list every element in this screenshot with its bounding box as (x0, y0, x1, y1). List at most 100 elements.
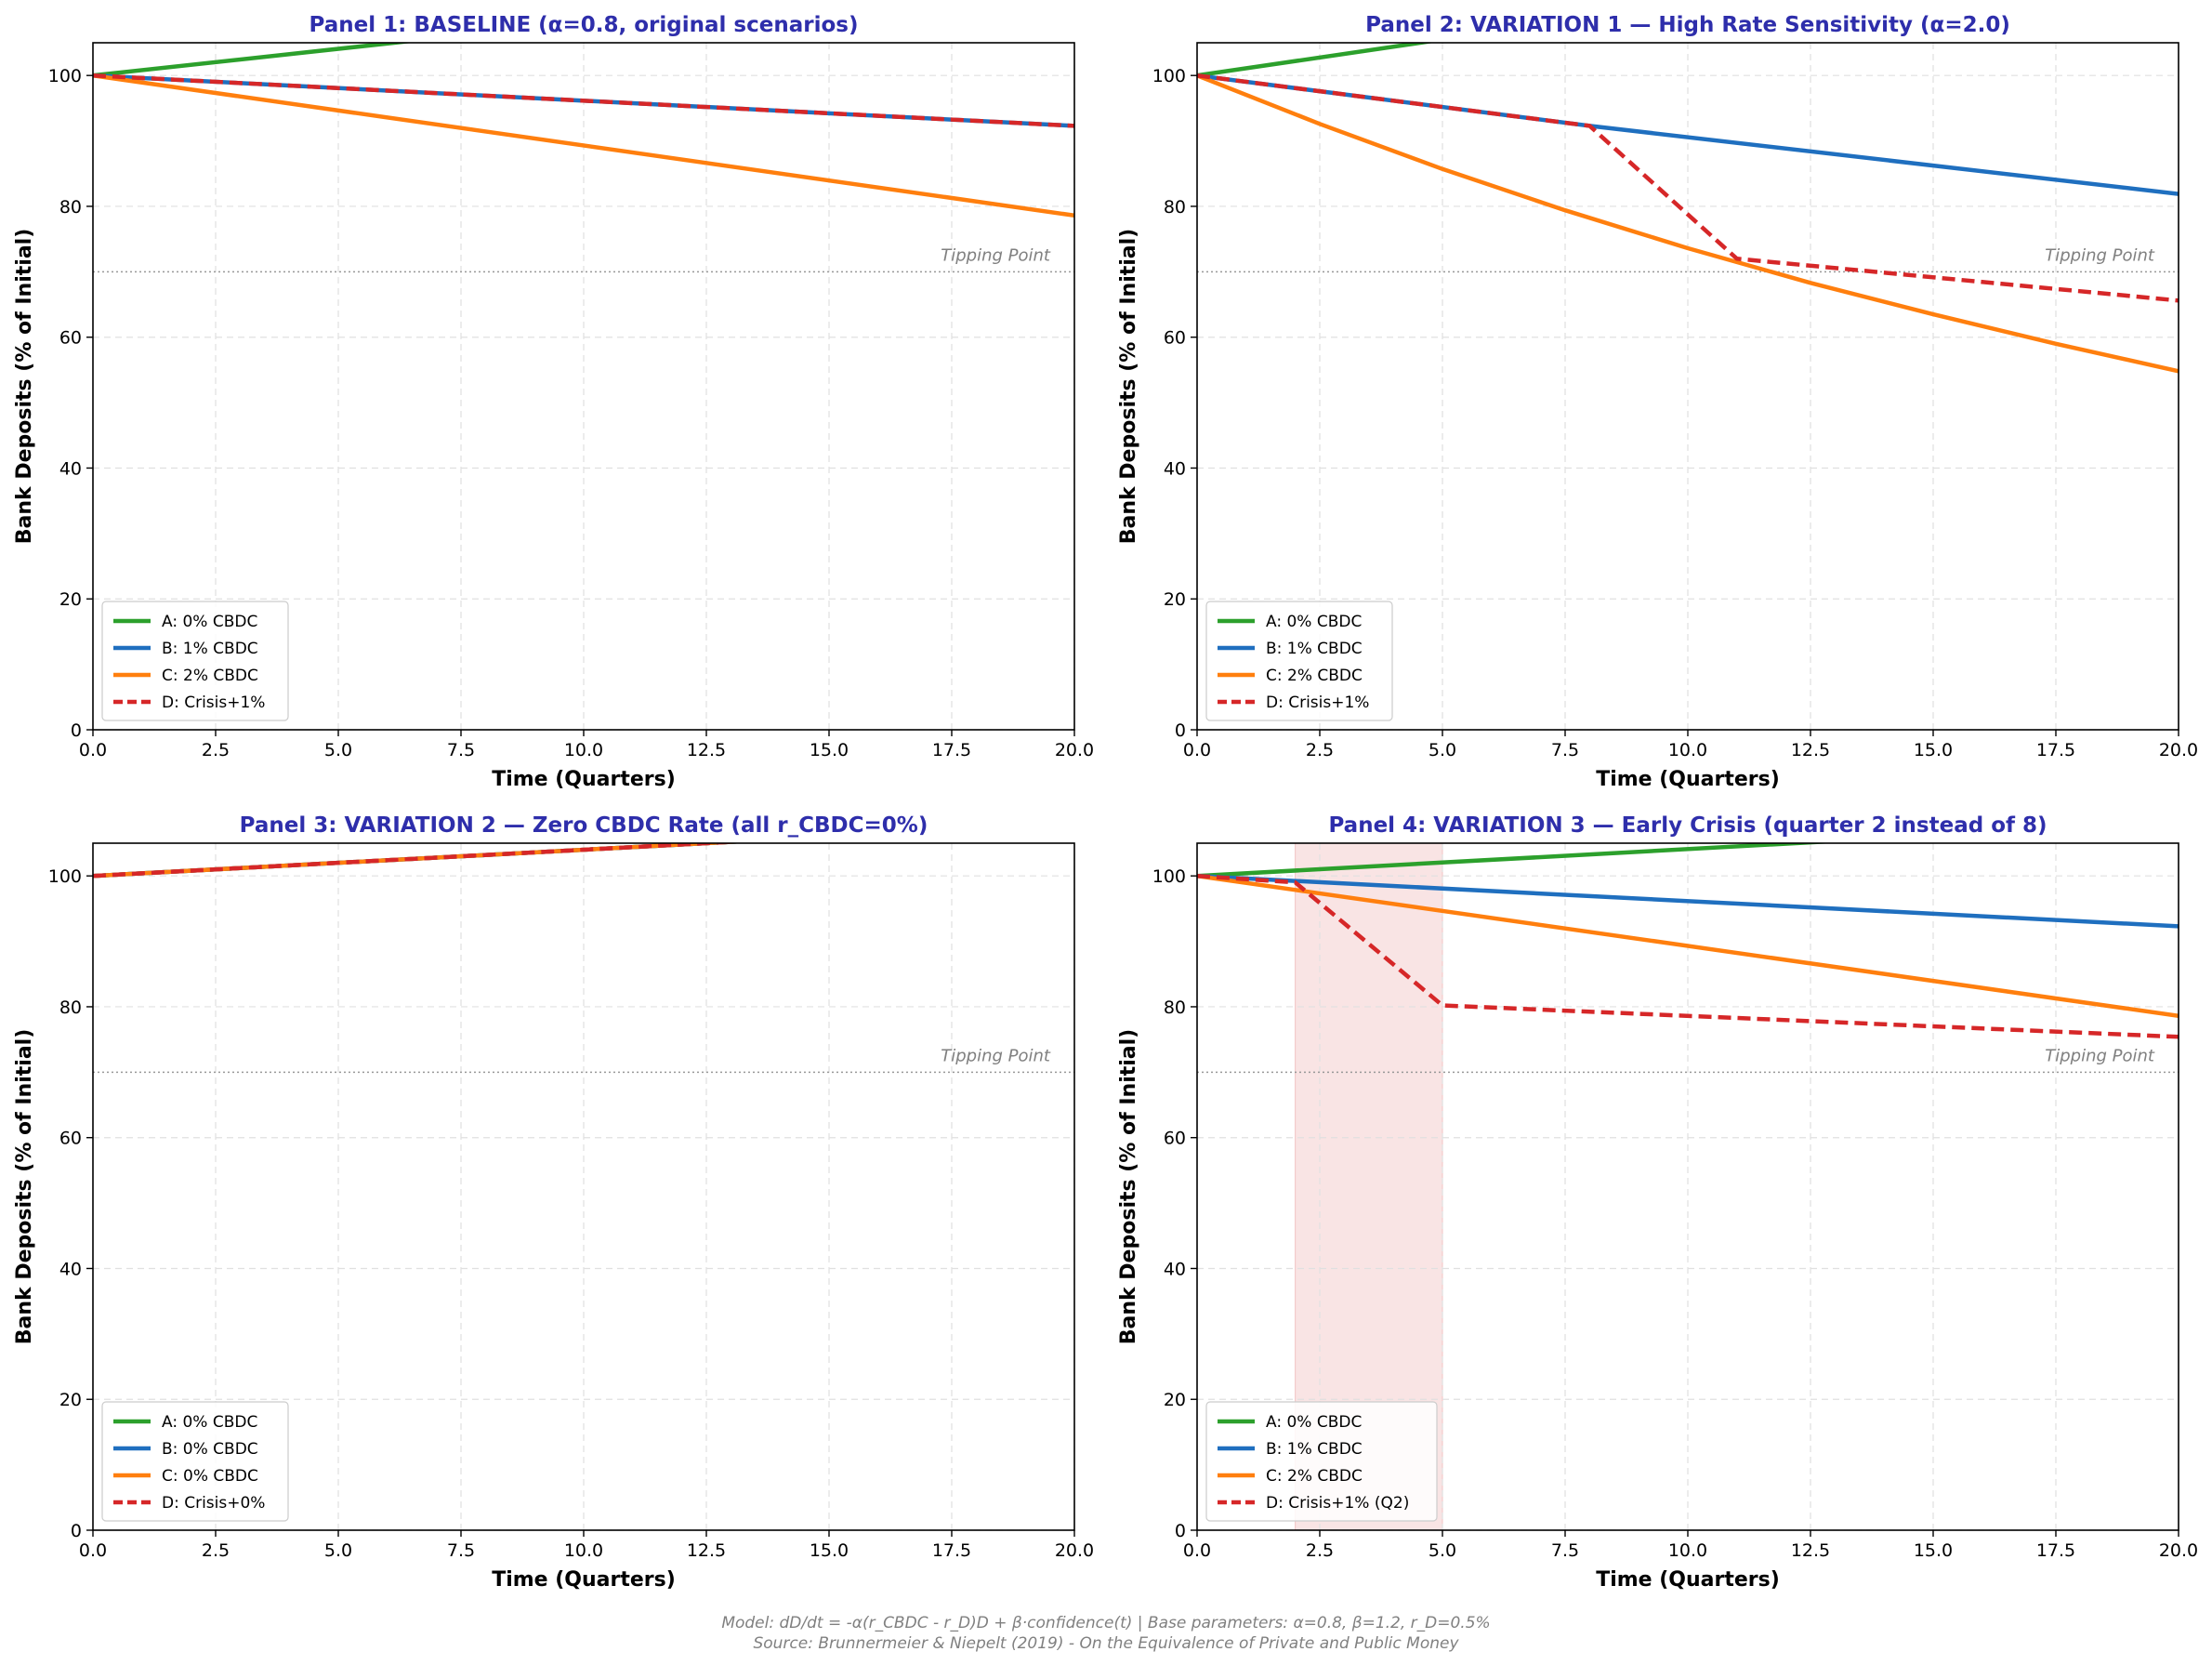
x-tick-label: 5.0 (1429, 1540, 1456, 1561)
legend-box (1205, 1401, 1438, 1522)
x-tick-label: 20.0 (2159, 740, 2198, 760)
legend-label-c: C: 2% CBDC (162, 667, 258, 685)
tipping-point-label: Tipping Point (941, 1046, 1051, 1065)
y-tick-label: 40 (1164, 1259, 1186, 1279)
footer-model-text: Model: dD/dt = -α(r_CBDC - r_D)D + β·con… (721, 1614, 1490, 1632)
y-tick-label: 20 (59, 589, 82, 610)
y-tick-label: 80 (59, 998, 82, 1018)
panel-1: Tipping Point 0.0 2.5 5.0 7.5 10.0 12.5 15.0 17.… (13, 13, 1094, 791)
x-tick-label: 7.5 (447, 740, 475, 760)
legend-label-c: C: 0% CBDC (162, 1467, 258, 1486)
x-tick-label: 15.0 (1914, 1540, 1953, 1561)
x-axis-label: Time (Quarters) (1596, 1568, 1780, 1592)
legend: A: 0% CBDC B: 1% CBDC C: 2% CBDC D: Crisis+… (1205, 601, 1393, 721)
x-tick-label: 15.0 (810, 1540, 849, 1561)
y-tick-label: 80 (1164, 998, 1186, 1018)
y-axis-label: Bank Deposits (% of Initial) (1117, 229, 1140, 545)
panel-title: Panel 1: BASELINE (α=0.8, original scena… (309, 13, 859, 37)
x-tick-label: 10.0 (564, 1540, 603, 1561)
series-line-c (93, 73, 1074, 218)
series-line-c (1197, 73, 2179, 374)
x-tick-label: 12.5 (1791, 1540, 1830, 1561)
y-tick-label: 0 (71, 1521, 82, 1541)
series-line-a (1197, 843, 1835, 879)
y-tick-label: 100 (48, 866, 82, 887)
x-tick-label: 0.0 (79, 1540, 107, 1561)
legend-label-a: A: 0% CBDC (162, 613, 257, 631)
x-tick-label: 17.5 (932, 740, 971, 760)
panel-title: Panel 2: VARIATION 1 — High Rate Sensiti… (1365, 13, 2010, 37)
panel-3: Tipping Point 0.0 2.5 5.0 7.5 10.0 12.5 15.0 17.… (13, 813, 1094, 1592)
legend-box (1205, 601, 1393, 721)
x-axis-label: Time (Quarters) (492, 768, 676, 791)
legend-label-b: B: 1% CBDC (1266, 640, 1363, 658)
series-line-a (93, 43, 414, 78)
y-tick-label: 80 (59, 197, 82, 218)
series-line-c (1197, 873, 2179, 1019)
x-tick-label: 12.5 (687, 740, 726, 760)
legend-label-a: A: 0% CBDC (1266, 613, 1362, 631)
y-tick-label: 100 (1152, 866, 1186, 887)
x-tick-label: 7.5 (1551, 1540, 1579, 1561)
x-tick-label: 2.5 (202, 1540, 230, 1561)
y-tick-label: 40 (1164, 458, 1186, 479)
x-tick-label: 0.0 (1183, 1540, 1211, 1561)
y-tick-label: 60 (1164, 1129, 1186, 1149)
y-tick-label: 20 (1164, 1390, 1186, 1410)
legend-label-a: A: 0% CBDC (1266, 1413, 1362, 1432)
y-tick-label: 0 (1175, 720, 1186, 741)
y-tick-label: 40 (59, 1259, 82, 1279)
y-tick-label: 100 (1152, 66, 1186, 86)
footer-source-text: Source: Brunnermeier & Niepelt (2019) - … (753, 1634, 1459, 1653)
x-tick-label: 20.0 (1055, 1540, 1094, 1561)
tipping-point-label: Tipping Point (2045, 245, 2155, 265)
x-tick-label: 10.0 (1668, 1540, 1707, 1561)
legend: A: 0% CBDC B: 1% CBDC C: 2% CBDC D: Crisis+… (1205, 1401, 1438, 1522)
series-line-a (1197, 43, 1435, 78)
legend-label-b: B: 1% CBDC (1266, 1440, 1363, 1459)
y-tick-label: 60 (1164, 328, 1186, 349)
panel-2: Tipping Point 0.0 2.5 5.0 7.5 10.0 12.5 15.0 17.… (1117, 13, 2198, 791)
tipping-point-label: Tipping Point (2045, 1046, 2155, 1065)
y-axis-label: Bank Deposits (% of Initial) (1117, 1029, 1140, 1345)
series-group (1197, 43, 2179, 374)
legend-label-d: D: Crisis+1% (162, 694, 265, 712)
legend-label-b: B: 1% CBDC (162, 640, 258, 658)
y-axis-label: Bank Deposits (% of Initial) (13, 229, 36, 545)
x-axis-label: Time (Quarters) (1596, 768, 1780, 791)
x-tick-label: 12.5 (1791, 740, 1830, 760)
x-tick-label: 0.0 (79, 740, 107, 760)
legend-box (101, 601, 289, 721)
x-tick-label: 20.0 (2159, 1540, 2198, 1561)
legend: A: 0% CBDC B: 1% CBDC C: 2% CBDC D: Crisis+… (101, 601, 289, 721)
legend-label-c: C: 2% CBDC (1266, 1467, 1363, 1486)
y-tick-label: 60 (59, 1129, 82, 1149)
legend: A: 0% CBDC B: 0% CBDC C: 0% CBDC D: Crisis+… (101, 1401, 289, 1522)
x-tick-label: 15.0 (1914, 740, 1953, 760)
x-tick-label: 12.5 (687, 1540, 726, 1561)
legend-label-b: B: 0% CBDC (162, 1440, 258, 1459)
legend-label-d: D: Crisis+1% (1266, 694, 1369, 712)
series-line-d (1197, 73, 2179, 303)
series-line-d (1197, 873, 2179, 1039)
y-tick-label: 20 (1164, 589, 1186, 610)
x-tick-label: 2.5 (202, 740, 230, 760)
y-tick-label: 100 (48, 66, 82, 86)
panel-title: Panel 3: VARIATION 2 — Zero CBDC Rate (a… (240, 813, 928, 838)
x-tick-label: 5.0 (324, 1540, 352, 1561)
x-tick-label: 7.5 (1551, 740, 1579, 760)
series-group (93, 843, 746, 879)
x-tick-label: 7.5 (447, 1540, 475, 1561)
series-line-d (93, 843, 746, 879)
y-tick-label: 20 (59, 1390, 82, 1410)
x-tick-label: 5.0 (1429, 740, 1456, 760)
y-axis-label: Bank Deposits (% of Initial) (13, 1029, 36, 1345)
tipping-point-label: Tipping Point (941, 245, 1051, 265)
y-tick-label: 60 (59, 328, 82, 349)
x-tick-label: 17.5 (932, 1540, 971, 1561)
y-tick-label: 0 (1175, 1521, 1186, 1541)
x-tick-label: 17.5 (2036, 740, 2075, 760)
x-tick-label: 17.5 (2036, 1540, 2075, 1561)
x-tick-label: 10.0 (1668, 740, 1707, 760)
